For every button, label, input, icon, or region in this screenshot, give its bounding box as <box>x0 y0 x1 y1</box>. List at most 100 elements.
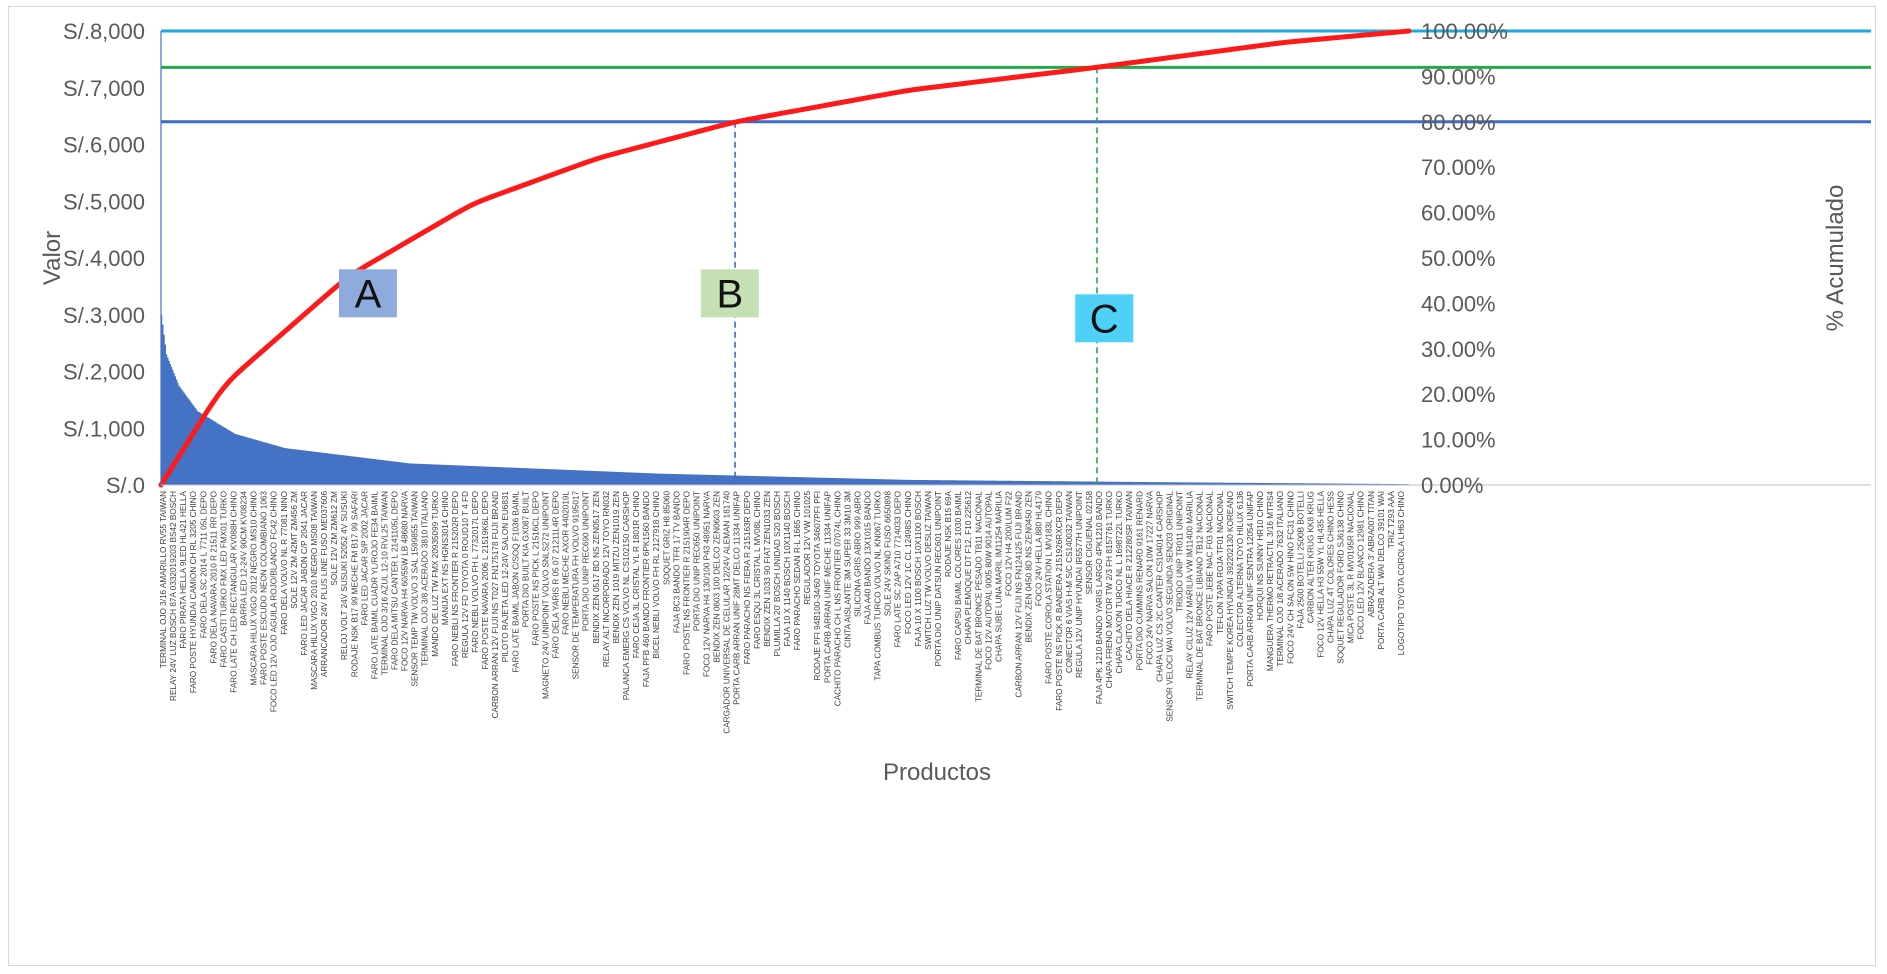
y2-tick-label: 30.00% <box>1421 337 1496 362</box>
category-label: CONECTOR 6 VIAS H-M S/C CS140032 TAIWAN <box>1065 491 1074 673</box>
y-tick-label: S/.8,000 <box>63 19 145 44</box>
category-label: RELAY ALT INCORPORADO 12V TOYO RN032 <box>602 491 611 668</box>
category-label: FARO POSTE JEBE NAC F03 NACIONAL <box>1206 491 1215 647</box>
category-label: FAJA 10 X 1140 BOSCH 10X1140 BOSCH <box>783 491 792 646</box>
category-label: HORQUI NS SUNNY HR10 CHINO <box>1256 491 1265 620</box>
category-label: SOLE 12V ZM ZM612 ZM <box>330 491 339 586</box>
category-label: PORTA CARB ALT WAI DELCO 39101 WAI <box>1377 491 1386 650</box>
category-label: CARBON ALTER KRUG KK8 KRUG <box>1306 491 1315 623</box>
category-label: FAJA 4PK 1210 BANDO YARIS LARGO 4PK1210 … <box>1095 491 1104 704</box>
category-label: FARO POSTE COROLA STATION L MV183L CHINO <box>1045 491 1054 684</box>
zone-a-box <box>338 269 397 318</box>
category-label: PORTA DIO CUMMINS RENARD 9161 RENARD <box>1135 491 1144 670</box>
category-label: SOQUET REGULADOR FORD SJ6138 CHINO <box>1337 491 1346 664</box>
category-label: FAJA A40 BANDO 13X1015 BANDO <box>864 491 873 624</box>
category-label: FARO CEJA 3L CRISTAL YL R 1801R CHINO <box>632 491 641 658</box>
category-label: FOCO 12V NARVA H4 60/55W LB 48680 NARVA <box>401 490 410 671</box>
category-label: PORTA CARB ARRAN UNIF SENTRA 12054 UNIFA… <box>1246 490 1255 686</box>
category-label: FARO PARACHO SEDAN R-L 1665 CHINO <box>793 491 802 650</box>
zone-a-label: A <box>355 272 382 316</box>
category-label: PORTA DIO UNIP REC690 UNIPOINT <box>582 491 591 631</box>
category-label: FARO LATE SC 2AP A710 7714033 DEPO <box>894 491 903 647</box>
y-tick-label: S/.0 <box>106 473 145 498</box>
category-label: TERMINAL DE BAT BRONCE PESADO TB11 NACIO… <box>974 491 983 703</box>
category-label: TERMINAL OJO 3/8 ACERADO 3810 ITALIANO <box>421 491 430 667</box>
y2-tick-label: 50.00% <box>1421 246 1496 271</box>
category-label: SENSOR VELOCI WAI VOLVO SEGUNDA SEN203 O… <box>1166 491 1175 722</box>
category-label: TAPA COMBUS TURCO VOLVO NL KN067 TURKO <box>874 491 883 681</box>
category-label: FARO LED JACAR S/P 2002 JACAR <box>360 491 369 626</box>
category-label: CACHITO PARACHO CH L NS FRONTIER 07074L … <box>833 491 842 706</box>
y-tick-label: S/.5,000 <box>63 189 145 214</box>
zone-labels: A B C <box>338 269 1134 343</box>
category-label: FARO LATE BAIML CUADR YL/ROJO FE34 BAIML <box>370 491 379 680</box>
category-label: MICA POSTE 3L R MV0195R NACIONAL <box>1347 491 1356 644</box>
zone-c-box <box>1075 294 1134 343</box>
category-label: BENDIX ZEN 1019 MITZU ZEN1019 ZEN <box>612 491 621 644</box>
y2-tick-label: 100.00% <box>1421 19 1508 44</box>
zone-b-box <box>700 269 759 318</box>
category-label: SWITCH TEMPE KOREA HYUNDAI 392202130 KOR… <box>1226 491 1235 710</box>
category-label: SOLE 24V SKIND FUSO 6650898 <box>884 491 893 617</box>
category-label: REGULA 12V UNIP HYUNDAI IR5577H UNIPOINT <box>1075 491 1084 678</box>
category-label: FARO DELA SC 2014 L 7711 05L DEPO <box>199 491 208 638</box>
category-label: PORTA CARB ARRAN UNIF 28MT DELCO 11334 U… <box>733 490 742 704</box>
category-labels: TERMINAL OJO 3/16 AMARILLO RV55 TAIWAN RE… <box>159 490 1406 733</box>
category-label: FARO PARACHO NS FIERA R 215163R DEPO <box>743 491 752 664</box>
reference-lines <box>161 29 1871 124</box>
category-label: TERMINAL OJO 3/16 AMARILLO RV55 TAIWAN <box>159 491 168 668</box>
category-label: CARBON ARRAN 12V FUJI NS T027 FN175178 F… <box>491 491 500 718</box>
category-label: FOCO 12V AUTOPAL 9005 80W 9014 AUTOPAL <box>984 491 993 670</box>
category-label: REGULADOR 12V VW 101025 <box>803 491 812 605</box>
category-label: FARO LATE CH LED RECTANGULAR KV088H CHIN… <box>230 491 239 693</box>
axes: S/.0 S/.1,000 S/.2,000 S/.3,000 S/.4,000 S/.5… <box>63 19 1871 498</box>
category-label: FAJA PFB 460 BANDO FRONTIER 6PK1560 BAND… <box>642 491 651 687</box>
y-tick-label: S/.4,000 <box>63 246 145 271</box>
y-tick-label: S/.1,000 <box>63 416 145 441</box>
category-label: CHAPA LUZ CS 2C CANTER CS104014 CARSHOP <box>1155 490 1164 681</box>
category-label: RELOJ VOLT 24V SUSUKI 52052 4V SUSUKI <box>340 491 349 660</box>
category-label: BENDIX ZEN 0603 100 DELCO ZEN0603 ZEN <box>713 491 722 663</box>
category-label: FARO NEBLI MECHE AXOR 4402019L <box>562 491 571 635</box>
category-label: FARO POSTE HYUNDAI CAMION CH RL 3205 CHI… <box>189 491 198 693</box>
category-label: MANGUERA THERMO RETRACTIL 3/16 MTRS4 <box>1266 491 1275 672</box>
category-label: MASCARA HILUX VIGO 2010 NEGRO MS08 TAIWA… <box>310 491 319 690</box>
category-label: PALANCA EMERG CS VOLVO NL CS102150 CARSH… <box>622 490 631 700</box>
category-label: RODAJE PFI 94B100-34/60 TOYOTA 34607PFI … <box>813 491 822 680</box>
category-label: FARO POSTE ESCUDO NEON COLOMBIANO 1063 <box>260 491 269 685</box>
zone-c-label: C <box>1090 297 1119 341</box>
category-label: CINTA AISLANTE 3M SUPER 33 3M10 3M <box>843 491 852 648</box>
category-label: FARO DELA VOLVO NL R 77081 NINO <box>280 491 289 635</box>
category-label: PLUMILLA 20' BOSCH UNIDAD S20 BOSCH <box>773 491 782 656</box>
category-label: FOCO 12V H4 200/LUM F22 <box>1005 491 1014 597</box>
category-label: TEFLON TAPA ROJA TF01 NACIONAL <box>1216 491 1225 635</box>
category-label: RODAJE NSK B15 69A <box>944 490 953 577</box>
y-tick-label: S/.2,000 <box>63 360 145 385</box>
category-label: BICEL NEBLI VOLVO FH RL 2127918 CHINO <box>652 491 661 659</box>
category-label: SOQUET GRIZ H8 85060 <box>662 491 671 585</box>
category-label: FARO DELA NAVARA 2010 R 21511 RR DEPO <box>209 491 218 663</box>
y2-tick-label: 10.00% <box>1421 428 1496 453</box>
y2-tick-label: 80.00% <box>1421 110 1496 135</box>
zone-b-label: B <box>716 272 743 316</box>
category-label: MANIJA EXT NS HGNS3014 CHINO <box>441 491 450 625</box>
category-label: FOCO 12V HELLA H3 55W YL HL435 HELLA <box>1317 490 1326 657</box>
category-label: SENSOR CIGUENAL 02158 <box>1085 491 1094 595</box>
category-label: ARRANCADOR 24V PLUS LINE FUSO ME037606 <box>320 491 329 678</box>
category-label: FAJA BC3 BANDO TFR 17 TV BANDO <box>672 491 681 633</box>
category-label: SENSOR TEMP TW VOLVO 3 SAL 1599855 TAIWA… <box>411 491 420 687</box>
category-label: TRIODO UNIP TR011 UNIPOINT <box>1176 491 1185 612</box>
category-label: CARGADOR UNIVERSAL DE CELULAR 12/24V ALE… <box>723 491 732 734</box>
category-label: FARO POSTE NS PICK R BANDERA 2151926RXCR… <box>1055 491 1064 711</box>
category-label: FARO ESQU 3L CRISTAL L MV08L CHINO <box>753 491 762 649</box>
category-label: BENDIX ZEN 1033 90 FIAT ZEN1033 ZEN <box>763 491 772 647</box>
category-label: FARO CASTI TURKO FMX LED FMX01 TURKO <box>219 491 228 668</box>
x-axis-title: Productos <box>883 759 991 786</box>
category-label: FOCO LED 12V OJO AGUILA ROJO/BLANCO FC42… <box>270 491 279 712</box>
pareto-chart: S/.0 S/.1,000 S/.2,000 S/.3,000 S/.4,000 S/.5… <box>39 19 1871 786</box>
y2-tick-label: 70.00% <box>1421 155 1496 180</box>
category-label: FOCO 24V NARVA SALON 10W 17227 NARVA <box>1145 490 1154 664</box>
category-label: FOCO LED 12V 1C CL 12498S CHINO <box>904 491 913 634</box>
category-label: PILOTO RAJETA LED 12-24V SALON EU6831 <box>501 491 510 663</box>
category-label: FARO DELA MITSU CANTER L 2141105L DEPO <box>391 491 400 670</box>
